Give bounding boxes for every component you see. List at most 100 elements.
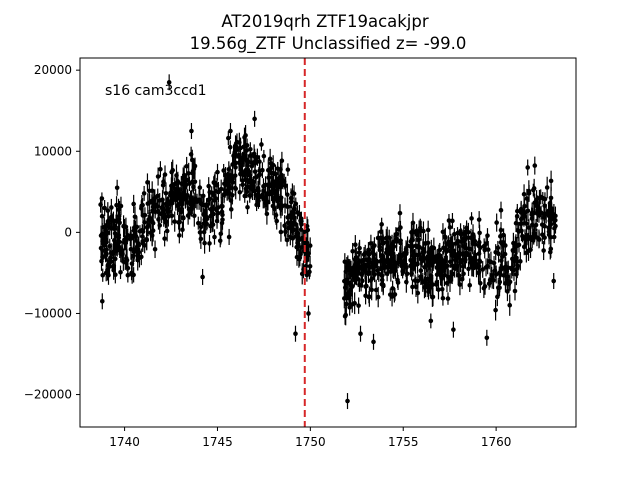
data-point: [242, 173, 247, 178]
data-point: [99, 298, 105, 304]
data-point: [241, 153, 247, 158]
data-point: [526, 248, 531, 254]
data-point: [541, 248, 546, 253]
data-point: [431, 256, 437, 262]
data-point: [142, 243, 147, 248]
data-point: [164, 228, 170, 234]
data-point: [190, 168, 196, 174]
data-point: [470, 265, 476, 271]
data-point: [215, 169, 220, 175]
data-point: [372, 272, 377, 277]
data-point: [461, 271, 466, 277]
data-point: [188, 152, 194, 157]
data-point: [243, 177, 248, 183]
data-point: [408, 239, 414, 244]
data-point: [404, 279, 409, 285]
data-point: [206, 197, 211, 203]
data-point: [352, 256, 358, 262]
data-point: [233, 160, 238, 166]
data-point: [185, 200, 190, 205]
data-point: [99, 213, 105, 219]
data-point: [134, 244, 140, 249]
data-point: [466, 266, 471, 272]
data-point: [105, 208, 111, 213]
data-point: [377, 243, 382, 249]
data-point: [226, 234, 232, 240]
data-point: [368, 278, 374, 283]
y-tick-label: 0: [64, 225, 72, 239]
data-point: [200, 193, 206, 199]
data-point: [544, 185, 550, 190]
data-point: [114, 219, 120, 224]
data-point: [368, 241, 374, 246]
data-point: [398, 240, 403, 246]
data-point: [307, 269, 312, 275]
data-point: [418, 228, 424, 234]
data-point: [240, 182, 246, 187]
data-point: [206, 183, 212, 189]
data-point: [129, 272, 135, 278]
data-point: [113, 241, 118, 246]
data-point: [198, 236, 204, 242]
data-point: [234, 144, 239, 150]
data-point: [398, 225, 403, 230]
data-point: [251, 179, 256, 185]
data-point: [499, 254, 505, 260]
data-point: [482, 247, 488, 253]
data-point: [477, 280, 483, 286]
data-point: [425, 227, 431, 233]
data-point: [353, 242, 358, 247]
data-point: [516, 242, 522, 248]
data-point: [425, 258, 431, 264]
data-point: [181, 189, 187, 195]
data-point: [428, 252, 433, 258]
data-point: [470, 236, 476, 241]
data-point: [269, 170, 274, 176]
data-point: [249, 163, 255, 169]
data-point: [485, 264, 490, 269]
data-point: [178, 198, 184, 204]
y-tick-label: −10000: [24, 306, 72, 320]
data-point: [307, 264, 313, 269]
data-point: [140, 229, 146, 234]
data-point: [201, 221, 207, 226]
data-point: [271, 196, 277, 202]
data-point: [212, 197, 217, 203]
data-point: [226, 166, 232, 172]
y-tick-label: 20000: [34, 63, 72, 77]
data-point: [350, 248, 355, 254]
data-point: [380, 256, 386, 261]
data-point: [263, 200, 269, 206]
data-point: [264, 211, 270, 217]
data-point: [526, 225, 532, 230]
data-point: [504, 278, 510, 284]
data-point: [151, 197, 157, 203]
data-point: [515, 208, 520, 214]
data-point: [192, 179, 198, 185]
data-point: [102, 205, 107, 211]
data-point: [295, 240, 300, 246]
data-point: [450, 263, 455, 268]
data-point: [507, 302, 513, 308]
data-point: [342, 285, 348, 290]
data-point: [106, 272, 111, 278]
data-point: [410, 220, 416, 226]
data-point: [228, 207, 234, 212]
data-point: [509, 266, 515, 272]
data-point: [542, 203, 547, 209]
data-point: [410, 249, 416, 254]
data-point: [166, 80, 172, 85]
data-point: [481, 285, 487, 291]
data-point: [497, 279, 503, 285]
data-point: [231, 153, 236, 159]
data-point: [440, 295, 446, 301]
data-point: [187, 181, 192, 187]
x-tick-label: 1760: [481, 435, 512, 449]
data-point: [211, 180, 217, 185]
data-point: [522, 236, 528, 242]
data-point: [225, 182, 230, 188]
data-point: [403, 251, 409, 257]
data-point: [364, 263, 370, 269]
data-point: [441, 245, 446, 251]
data-point: [371, 258, 377, 263]
